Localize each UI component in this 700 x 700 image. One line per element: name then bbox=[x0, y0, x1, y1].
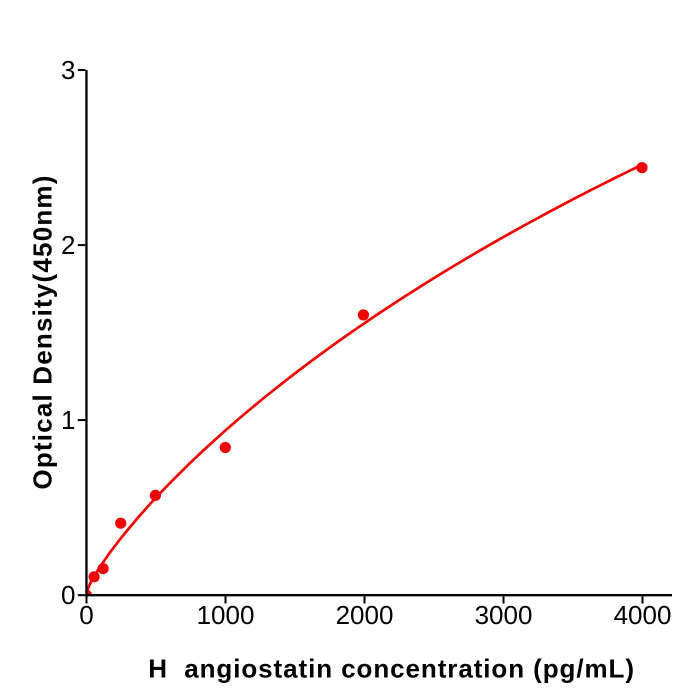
svg-text:2: 2 bbox=[61, 230, 75, 260]
svg-text:1: 1 bbox=[61, 405, 75, 435]
svg-text:3: 3 bbox=[61, 55, 75, 85]
svg-text:0: 0 bbox=[61, 580, 75, 610]
svg-text:2000: 2000 bbox=[336, 600, 394, 630]
svg-text:1000: 1000 bbox=[197, 600, 255, 630]
svg-text:H angiostatin concentration (: H angiostatin concentration (pg/mL) bbox=[148, 654, 635, 684]
svg-text:Optical Density(450nm): Optical Density(450nm) bbox=[28, 174, 58, 489]
svg-text:3000: 3000 bbox=[475, 600, 533, 630]
svg-text:0: 0 bbox=[79, 600, 93, 630]
svg-text:4000: 4000 bbox=[614, 600, 672, 630]
